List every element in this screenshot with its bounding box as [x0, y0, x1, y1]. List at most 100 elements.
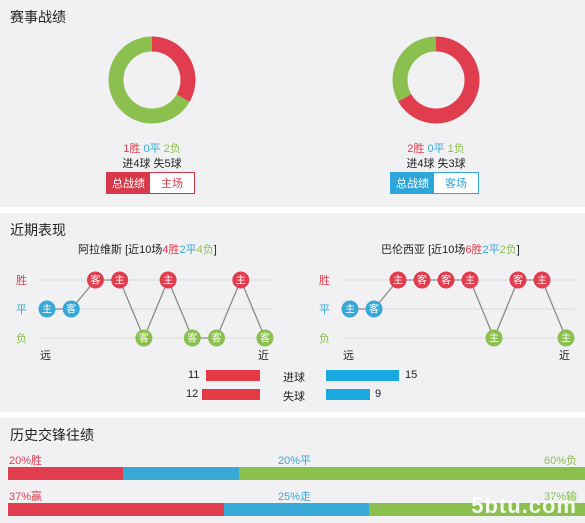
left-match-marker[interactable] — [86, 271, 104, 289]
right-match-venue-label: 客 — [417, 274, 427, 287]
right-match-marker[interactable] — [413, 271, 431, 289]
left-row-label: 平 — [16, 304, 27, 316]
right-team-form-header: 巴伦西亚 [近10场6胜2平2负] — [381, 241, 520, 257]
right-match-marker[interactable] — [509, 271, 527, 289]
right-team-name: 巴伦西亚 — [381, 244, 425, 256]
right-axis-far-label: 远 — [343, 349, 354, 362]
right-toggle-overall[interactable]: 总战绩 — [391, 173, 434, 193]
recent-form-panel: 近期表现 阿拉维斯 [近10场4胜2平4负] 巴伦西亚 [近10场6胜2平2负]… — [0, 213, 585, 412]
right-match-venue-label: 主 — [393, 275, 403, 287]
left-match-marker[interactable] — [62, 300, 80, 318]
right-match-marker[interactable] — [341, 300, 359, 318]
right-draw-count: 0平 — [427, 143, 445, 155]
left-summary-suffix: ] — [213, 244, 217, 256]
left-win-count: 1胜 — [123, 143, 141, 155]
right-match-venue-label: 客 — [441, 274, 451, 287]
h2h-handicap-push-label: 25%走 — [278, 491, 312, 503]
left-goals-summary: 进4球 失5球 — [122, 158, 182, 170]
left-match-marker[interactable] — [111, 271, 129, 289]
left-toggle-home[interactable]: 主场 — [150, 173, 194, 193]
left-match-venue-label: 客 — [139, 332, 149, 345]
right-conceded-value: 9 — [375, 388, 382, 400]
left-summary-prefix: [近10场 — [125, 244, 163, 256]
record-panel: 赛事战绩 1胜 0平 2负 进4球 失5球 总战绩 主场 2胜 0平 1负 进4… — [0, 0, 585, 207]
right-match-venue-label: 主 — [537, 275, 547, 287]
left-loss-count: 2负 — [163, 143, 181, 155]
h2h-handicap-loss-label: 37%输 — [543, 491, 577, 503]
right-axis-near-label: 近 — [559, 349, 570, 362]
h2h-handicap-push-segment — [223, 503, 370, 516]
h2h-draw-label: 20%平 — [278, 455, 312, 467]
right-row-label: 负 — [319, 331, 330, 345]
h2h-handicap-loss-segment — [369, 503, 585, 516]
recent-form-title: 近期表现 — [10, 222, 66, 238]
record-title: 赛事战绩 — [10, 9, 66, 25]
h2h-handicap-win-segment — [8, 503, 224, 516]
left-match-marker[interactable] — [135, 329, 153, 347]
right-row-label: 胜 — [319, 273, 330, 287]
right-toggle-away[interactable]: 客场 — [434, 173, 478, 193]
right-match-marker[interactable] — [461, 271, 479, 289]
left-match-venue-label: 客 — [66, 303, 76, 316]
scored-label: 进球 — [283, 372, 305, 384]
h2h-loss-label: 60%负 — [543, 455, 577, 467]
right-win-count: 2胜 — [407, 143, 425, 155]
left-axis-far-label: 远 — [40, 349, 51, 362]
right-goals-summary: 进4球 失3球 — [406, 158, 466, 170]
right-match-marker[interactable] — [437, 271, 455, 289]
left-record-donut — [108, 36, 196, 124]
left-match-marker[interactable] — [38, 300, 56, 318]
right-match-marker[interactable] — [557, 329, 575, 347]
right-match-venue-label: 客 — [369, 303, 379, 316]
left-summary-wins: 4胜 — [162, 244, 180, 256]
h2h-handicap-bar — [8, 503, 585, 516]
right-donut-loss-segment — [392, 36, 480, 124]
right-row-label: 平 — [319, 304, 330, 316]
head-to-head-panel: 历史交锋往绩 20%胜 20%平 60%负 37%赢 25%走 37%输 5bt… — [0, 418, 585, 523]
right-match-venue-label: 主 — [561, 333, 571, 345]
left-match-venue-label: 客 — [212, 332, 222, 345]
left-match-venue-label: 主 — [115, 275, 125, 287]
right-loss-count: 1负 — [447, 143, 465, 155]
right-match-venue-label: 主 — [345, 304, 355, 316]
h2h-win-segment — [8, 467, 124, 480]
left-conceded-value: 12 — [186, 388, 199, 400]
h2h-results-bar — [8, 467, 585, 480]
right-match-marker[interactable] — [365, 300, 383, 318]
left-scored-bar — [206, 370, 260, 381]
left-summary-draws: 2平 — [179, 244, 197, 256]
right-summary-wins: 6胜 — [465, 244, 483, 256]
left-match-marker[interactable] — [256, 329, 274, 347]
left-match-marker[interactable] — [183, 329, 201, 347]
left-team-form-header: 阿拉维斯 [近10场4胜2平4负] — [78, 241, 217, 257]
right-match-marker[interactable] — [389, 271, 407, 289]
left-donut-loss-segment — [108, 36, 196, 124]
left-match-marker[interactable] — [232, 271, 250, 289]
left-match-marker[interactable] — [159, 271, 177, 289]
left-record-counts: 1胜 0平 2负 — [100, 140, 204, 156]
right-match-marker[interactable] — [533, 271, 551, 289]
watermark-logo: 5btu.com — [471, 493, 577, 518]
right-match-venue-label: 主 — [465, 275, 475, 287]
left-summary-losses: 4负 — [196, 244, 214, 256]
right-venue-toggle: 总战绩 客场 — [390, 172, 479, 194]
left-trend-line — [47, 278, 266, 340]
left-scored-value: 11 — [188, 369, 200, 381]
left-match-venue-label: 主 — [163, 275, 173, 287]
left-draw-count: 0平 — [143, 143, 161, 155]
left-toggle-overall[interactable]: 总战绩 — [107, 173, 150, 193]
right-record-counts: 2胜 0平 1负 — [384, 140, 488, 156]
right-record-donut — [392, 36, 480, 124]
head-to-head-title: 历史交锋往绩 — [10, 427, 94, 443]
h2h-handicap-win-label: 37%赢 — [9, 491, 43, 503]
right-conceded-bar — [326, 389, 370, 400]
left-match-venue-label: 主 — [236, 275, 246, 287]
right-summary-draws: 2平 — [482, 244, 500, 256]
left-row-label: 胜 — [16, 273, 27, 287]
left-match-venue-label: 客 — [260, 332, 270, 345]
right-match-marker[interactable] — [485, 329, 503, 347]
left-conceded-bar — [201, 389, 260, 400]
right-summary-suffix: ] — [516, 244, 520, 256]
right-trend-line — [350, 279, 567, 340]
left-match-marker[interactable] — [208, 329, 226, 347]
